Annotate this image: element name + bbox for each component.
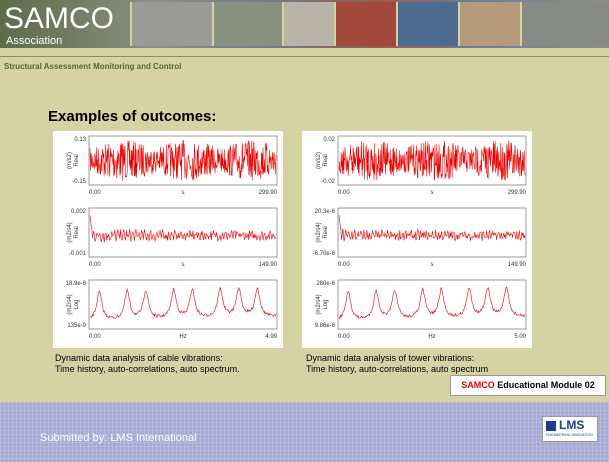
x-unit: s (182, 190, 185, 196)
y-bottom-label: -0.02 (321, 179, 335, 185)
plot-area (338, 280, 526, 329)
y-kind: Log (74, 299, 80, 309)
x-start-label: 0.00 (89, 334, 101, 340)
x-end-label: 299.90 (508, 190, 527, 196)
y-kind: Log (323, 299, 329, 309)
y-bottom-label: -0.001 (69, 251, 87, 257)
y-top-label: 18.9e-6 (66, 281, 87, 287)
x-end-label: 149.90 (508, 262, 527, 268)
x-unit: Hz (428, 334, 435, 340)
y-top-label: 20.3e-6 (315, 209, 336, 215)
x-unit: Hz (179, 334, 186, 340)
badge-brand: SAMCO (461, 380, 495, 390)
x-start-label: 0.00 (338, 262, 350, 268)
y-unit: (m2/s4) (316, 222, 322, 242)
lms-logo: LMS ENGINEERING INNOVATION (542, 416, 598, 442)
y-unit: (m2/s4) (67, 222, 73, 242)
x-end-label: 4.99 (265, 334, 277, 340)
x-unit: s (431, 190, 434, 196)
y-kind: Real (74, 154, 80, 166)
logo-icon (546, 421, 556, 431)
y-unit: (m/s2) (67, 152, 73, 169)
y-bottom-label: -0.15 (72, 179, 86, 185)
y-top-label: 0.02 (323, 137, 335, 143)
x-start-label: 0.00 (338, 334, 350, 340)
x-end-label: 5.00 (514, 334, 526, 340)
plot-area (89, 280, 277, 329)
x-unit: s (431, 262, 434, 268)
submitted-by: Submitted by: LMS International (40, 432, 197, 444)
x-unit: s (182, 262, 185, 268)
caption-line: Dynamic data analysis of cable vibration… (55, 353, 223, 363)
slide: SAMCO Association Structural Assessment … (0, 0, 609, 462)
y-top-label: 280e-6 (316, 281, 335, 287)
y-unit: (m2/s4) (67, 294, 73, 314)
y-kind: Real (74, 226, 80, 238)
y-top-label: 0.13 (74, 137, 86, 143)
x-start-label: 0.00 (89, 190, 101, 196)
module-badge: SAMCO Educational Module 02 (450, 375, 606, 396)
logo-tagline: ENGINEERING INNOVATION (546, 433, 593, 437)
x-end-label: 149.90 (259, 262, 278, 268)
logo-text: LMS (559, 418, 584, 432)
y-bottom-label: 9.86e-6 (315, 323, 336, 329)
y-top-label: 0.002 (71, 209, 87, 215)
y-unit: (m2/s4) (316, 294, 322, 314)
x-start-label: 0.00 (338, 190, 350, 196)
caption-line: Time history, auto-correlations, auto sp… (55, 364, 240, 374)
x-start-label: 0.00 (89, 262, 101, 268)
caption-line: Dynamic data analysis of tower vibration… (306, 353, 474, 363)
badge-text: Educational Module 02 (497, 380, 595, 390)
y-bottom-label: 135e-9 (67, 323, 86, 329)
x-end-label: 299.90 (259, 190, 278, 196)
y-kind: Real (323, 226, 329, 238)
y-kind: Real (323, 154, 329, 166)
caption-line: Time history, auto-correlations, auto sp… (306, 364, 488, 374)
y-unit: (m/s2) (316, 152, 322, 169)
y-bottom-label: -6.70e-6 (313, 251, 336, 257)
